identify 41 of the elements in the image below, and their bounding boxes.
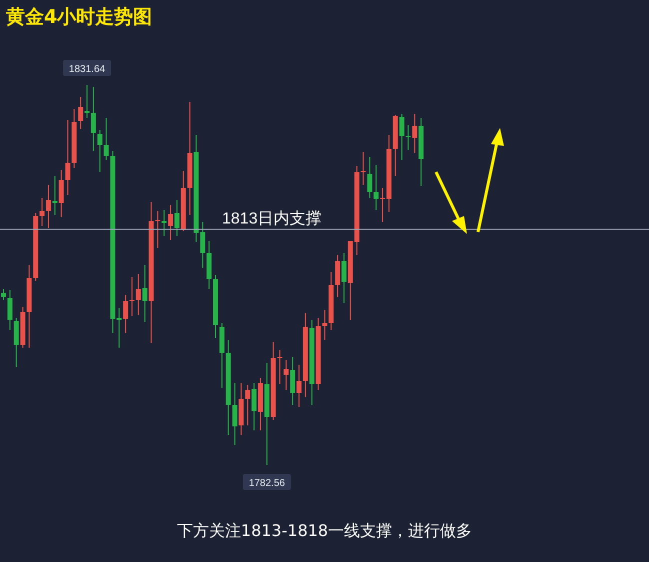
candlestick (123, 294, 128, 334)
candlestick (277, 350, 282, 385)
candlestick (290, 356, 296, 406)
candlestick (136, 273, 141, 316)
candlestick (399, 113, 404, 161)
candlestick (367, 156, 372, 198)
candlestick (104, 117, 109, 161)
candlestick (129, 276, 134, 316)
candlestick (142, 264, 148, 322)
candlestick (52, 175, 58, 216)
chart-title: 黄金4小时走势图 (6, 5, 152, 30)
candlestick (78, 96, 84, 130)
candlestick (374, 164, 379, 210)
candlestick (14, 317, 19, 368)
candlestick (232, 382, 238, 446)
annotation: 1782.56 (248, 478, 286, 489)
ref-line-label: 1813日内支撑 (222, 209, 322, 228)
candlestick (46, 184, 51, 229)
candlestick (296, 364, 302, 408)
candlestick (162, 209, 167, 236)
candlestick (245, 384, 250, 426)
candlestick (7, 290, 12, 330)
candlestick (284, 360, 289, 390)
candlestick (322, 309, 328, 340)
text: 下方关注1813-1818一线支撑，进行做多 (176, 521, 474, 542)
candlestick (252, 382, 257, 431)
candlestick (412, 113, 418, 154)
candlestick (406, 124, 411, 150)
annotation: 1831.64 (68, 64, 106, 75)
candlestick (360, 151, 366, 186)
candlestick (40, 197, 45, 226)
candlestick (58, 170, 64, 218)
candlestick (155, 210, 160, 248)
candlestick (97, 129, 102, 173)
candlestick (90, 86, 96, 152)
candlestick (341, 252, 346, 304)
candlestick (1, 288, 6, 301)
candlestick (168, 204, 174, 241)
candlestick (65, 119, 70, 196)
candlestick (174, 199, 180, 236)
candlestick (84, 84, 90, 118)
